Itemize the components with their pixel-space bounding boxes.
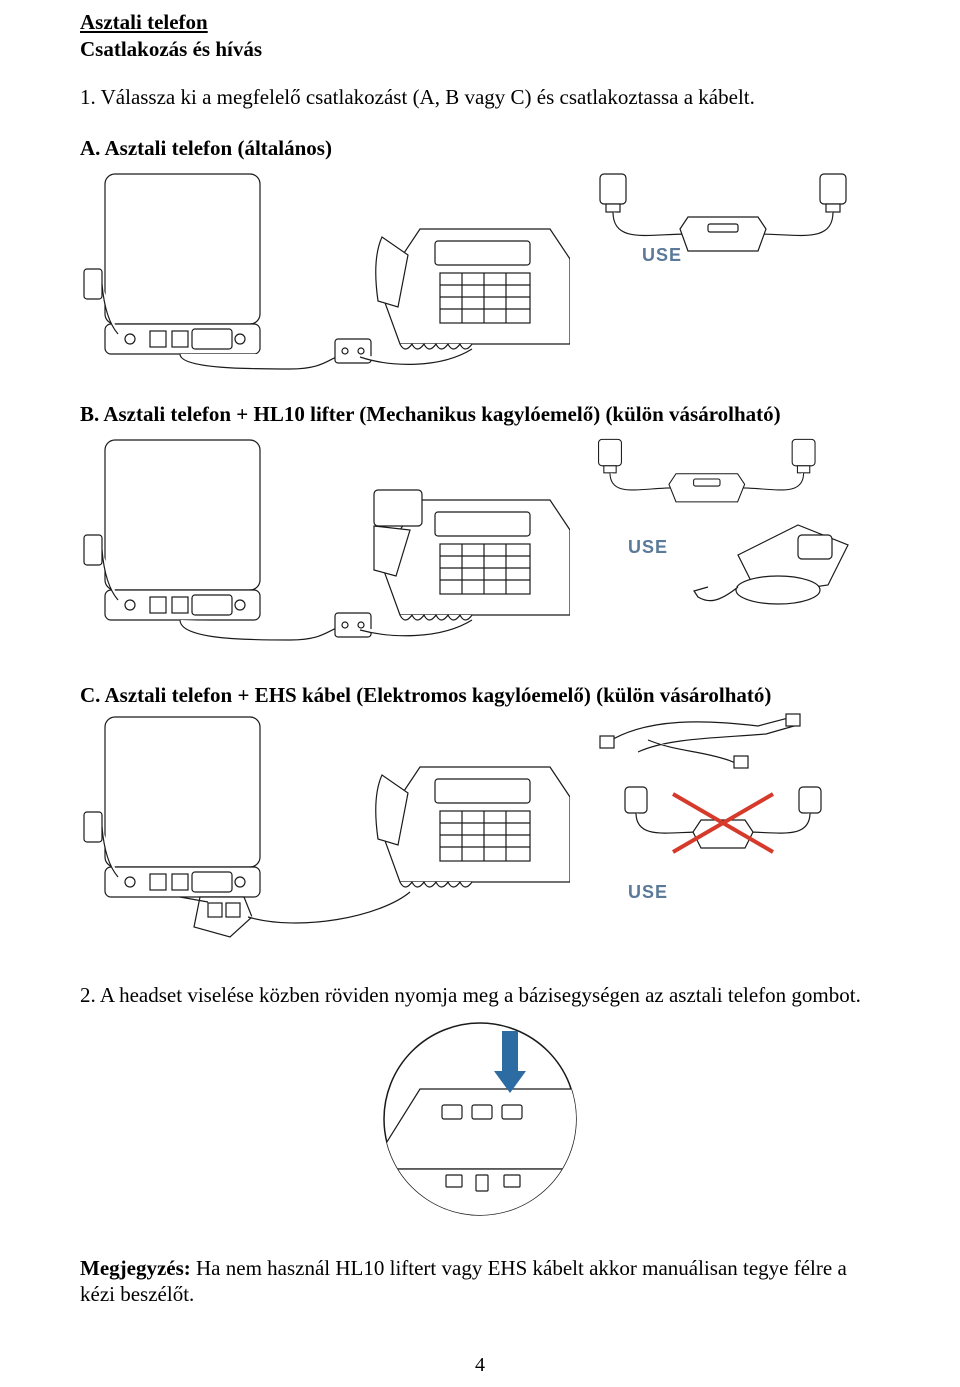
diagram-c-left	[80, 712, 570, 942]
page-number: 4	[0, 1354, 960, 1377]
diagram-a-right: USE	[588, 169, 858, 264]
intro-text: 1. Válassza ki a megfelelő csatlakozást …	[80, 84, 880, 110]
use-label-a: USE	[642, 245, 682, 264]
figure-b: USE	[80, 435, 880, 655]
step-2-text: 2. A headset viselése közben röviden nyo…	[80, 982, 880, 1008]
diagram-b-right: USE	[588, 435, 868, 615]
page-subtitle: Csatlakozás és hívás	[80, 37, 880, 62]
button-press-diagram	[380, 1019, 580, 1219]
section-a-heading: A. Asztali telefon (általános)	[80, 136, 880, 161]
diagram-b-left	[80, 435, 570, 655]
diagram-c-right: USE	[588, 712, 868, 912]
note-body: Ha nem használ HL10 liftert vagy EHS káb…	[80, 1256, 847, 1306]
use-label-b: USE	[628, 537, 668, 557]
figure-a: USE	[80, 169, 880, 374]
use-label-c: USE	[628, 882, 668, 902]
diagram-a-left	[80, 169, 570, 374]
note-label: Megjegyzés:	[80, 1256, 191, 1280]
page-title: Asztali telefon	[80, 10, 880, 35]
section-b-heading: B. Asztali telefon + HL10 lifter (Mechan…	[80, 402, 880, 427]
section-c-heading: C. Asztali telefon + EHS kábel (Elektrom…	[80, 683, 880, 708]
figure-c: USE	[80, 712, 880, 942]
note-paragraph: Megjegyzés: Ha nem használ HL10 liftert …	[80, 1255, 880, 1308]
